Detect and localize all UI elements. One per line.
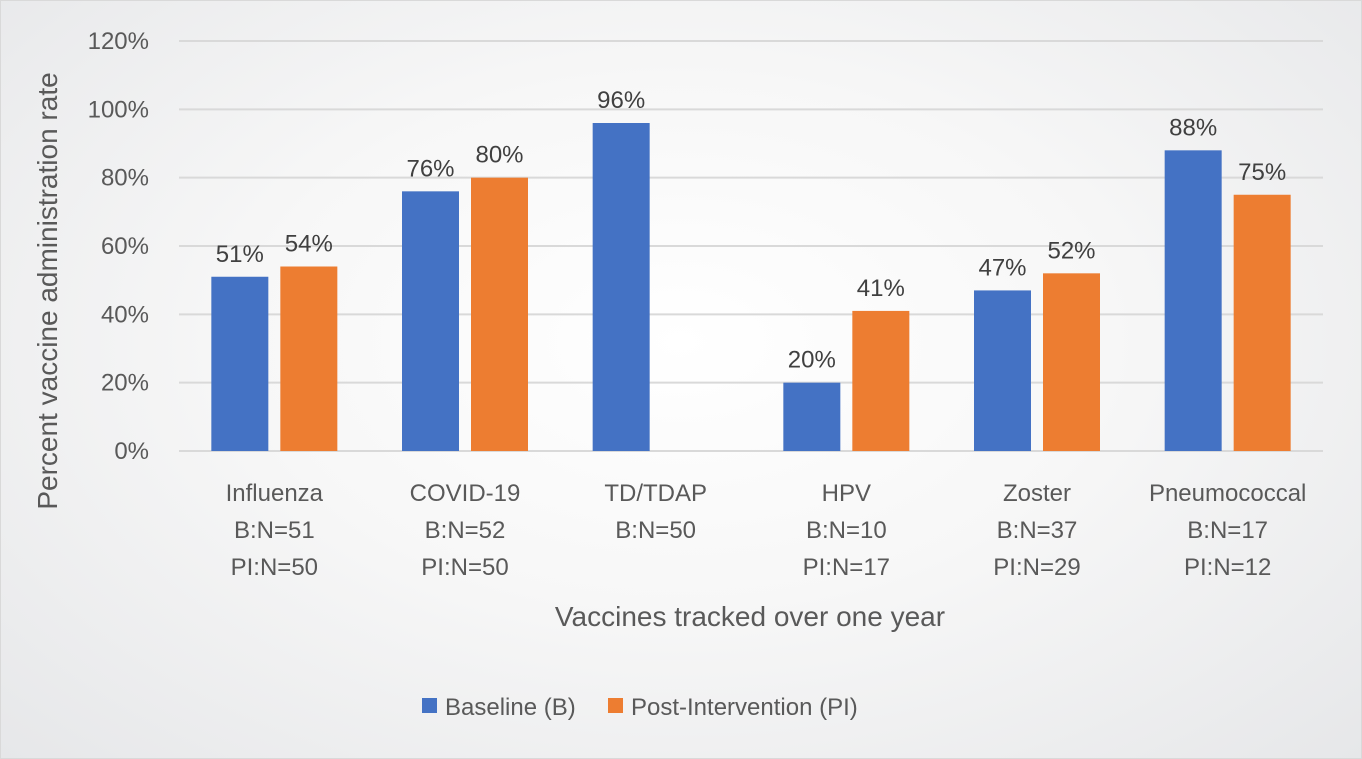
data-label: 20% (788, 347, 836, 374)
post-intervention-legend-swatch (608, 698, 623, 713)
sample-size-label: PI:N=50 (231, 554, 318, 581)
x-axis-title: Vaccines tracked over one year (555, 601, 945, 632)
sample-size-label: B:N=52 (425, 517, 506, 544)
bar-baseline-hpv (783, 382, 841, 451)
data-label: 80% (475, 142, 523, 169)
category-label: Influenza (226, 480, 324, 507)
category-label: HPV (822, 480, 871, 507)
sample-size-label: B:N=37 (997, 517, 1078, 544)
category-label: TD/TDAP (604, 480, 707, 507)
data-label: 51% (216, 241, 264, 268)
category-label: Pneumococcal (1149, 480, 1306, 507)
sample-size-label: PI:N=17 (803, 554, 890, 581)
y-tick-label: 40% (101, 301, 149, 328)
legend-label: Baseline (B) (445, 694, 576, 721)
y-tick-label: 120% (88, 28, 149, 55)
bar-post-intervention-pneumococcal (1233, 194, 1291, 451)
sample-size-label: B:N=17 (1187, 517, 1268, 544)
gridlines (179, 40, 1323, 452)
bar-baseline-covid-19 (402, 191, 459, 452)
data-label: 54% (285, 231, 333, 258)
sample-size-label: PI:N=12 (1184, 554, 1271, 581)
legend: Baseline (B) Post-Intervention (PI) (422, 694, 858, 721)
category-label: COVID-19 (410, 480, 521, 507)
bar-post-intervention-covid-19 (471, 177, 528, 451)
y-axis-title: Percent vaccine administration rate (32, 72, 63, 509)
data-label: 75% (1238, 159, 1286, 186)
sample-size-label: B:N=10 (806, 517, 887, 544)
category-label: Zoster (1003, 480, 1071, 507)
data-label: 52% (1047, 237, 1095, 264)
data-label: 96% (597, 87, 645, 114)
y-tick-label: 100% (88, 96, 149, 123)
y-tick-label: 80% (101, 165, 149, 192)
bar-baseline-zoster (974, 290, 1031, 451)
y-axis-ticks: 0% 20% 40% 60% 80% 100% 120% (88, 28, 149, 465)
y-tick-label: 20% (101, 370, 149, 397)
category-labels: Influenza B:N=51 PI:N=50 COVID-19 B:N=52 PI:N… (226, 480, 1307, 581)
sample-size-label: PI:N=29 (993, 554, 1080, 581)
y-tick-label: 60% (101, 233, 149, 260)
data-label: 41% (857, 275, 905, 302)
baseline-legend-swatch (422, 698, 437, 713)
y-tick-label: 0% (114, 438, 149, 465)
bar-baseline-influenza (211, 276, 269, 451)
sample-size-label: PI:N=50 (421, 554, 508, 581)
bar-post-intervention-zoster (1043, 273, 1100, 451)
bar-post-intervention-influenza (280, 266, 338, 451)
bar-baseline-td-tdap (592, 123, 650, 451)
data-labels: 51% 54% 76% 80% 96% 20% 41% 47% 52% 88% 75% (216, 87, 1286, 374)
data-label: 88% (1169, 114, 1217, 141)
sample-size-label: B:N=50 (615, 517, 696, 544)
legend-label: Post-Intervention (PI) (631, 694, 858, 721)
bars (211, 123, 1291, 452)
sample-size-label: B:N=51 (234, 517, 315, 544)
bar-post-intervention-hpv (852, 310, 910, 451)
data-label: 47% (978, 254, 1026, 281)
bar-baseline-pneumococcal (1164, 150, 1222, 452)
data-label: 76% (406, 155, 454, 182)
